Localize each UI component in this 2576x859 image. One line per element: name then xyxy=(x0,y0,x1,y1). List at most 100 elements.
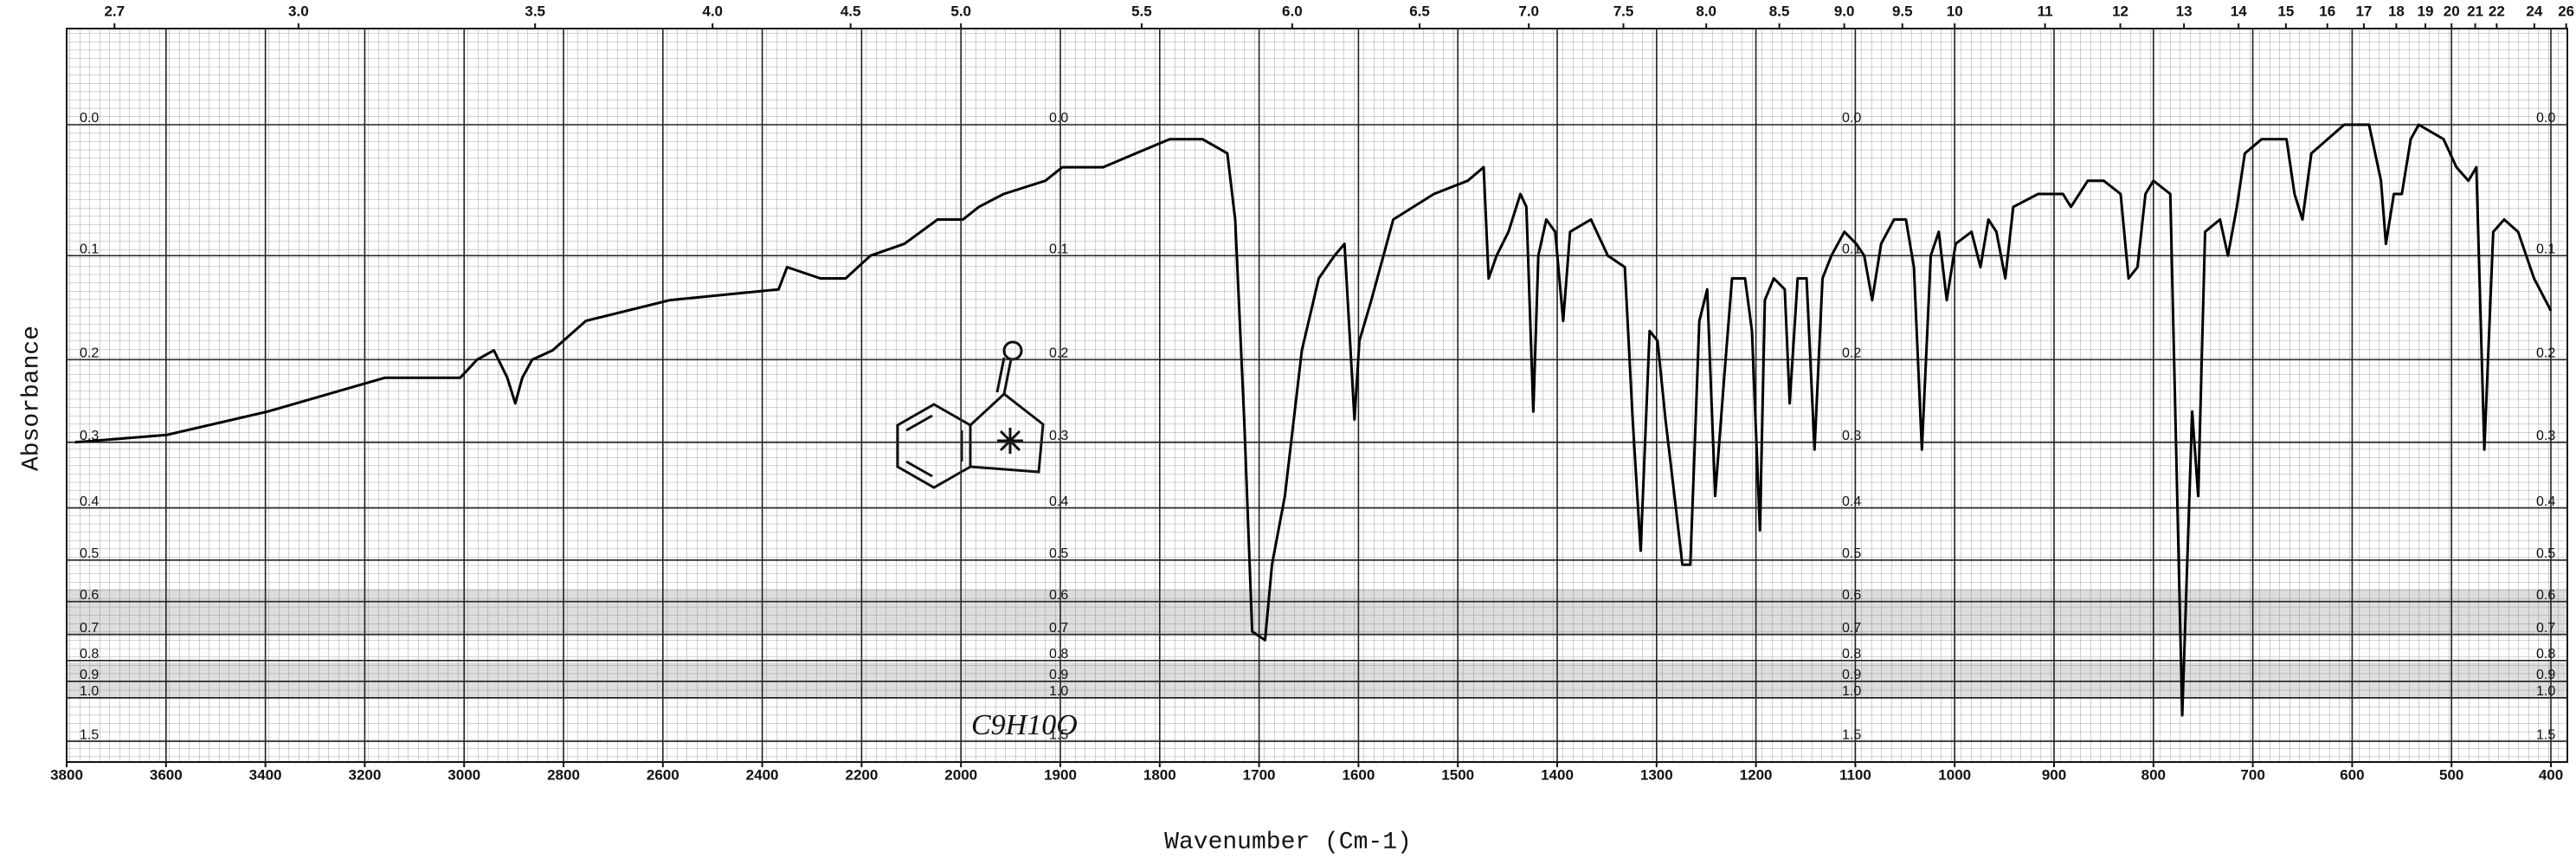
y-tick-label: 0.2 xyxy=(1842,346,1861,361)
x-tick-label: 600 xyxy=(2340,766,2364,783)
y-tick-label: 1.0 xyxy=(1842,684,1861,699)
x2-tick-label: 6.0 xyxy=(1282,3,1303,19)
x-tick-label: 1500 xyxy=(1441,766,1474,783)
y-tick-label: 1.0 xyxy=(1049,684,1068,699)
x2-tick-label: 15 xyxy=(2277,3,2294,19)
y-tick-label: 0.4 xyxy=(1049,494,1068,509)
x2-tick-label: 26 xyxy=(2558,3,2574,19)
y-tick-label: 0.8 xyxy=(2536,647,2555,662)
x2-tick-label: 7.0 xyxy=(1518,3,1539,19)
x-tick-label: 2200 xyxy=(845,766,878,783)
x-tick-label: 2400 xyxy=(746,766,779,783)
x-tick-label: 1600 xyxy=(1342,766,1375,783)
y-tick-label: 0.4 xyxy=(2536,494,2555,509)
x-tick-label: 1100 xyxy=(1839,766,1871,783)
y-tick-label: 0.9 xyxy=(2536,668,2555,682)
x-tick-label: 3000 xyxy=(448,766,480,783)
x2-tick-label: 5.0 xyxy=(950,3,971,19)
x-tick-label: 800 xyxy=(2141,766,2166,783)
x2-tick-label: 16 xyxy=(2319,3,2335,19)
y-tick-label: 0.2 xyxy=(1049,346,1068,361)
spectrum-line xyxy=(74,123,2553,717)
x-tick-label: 2000 xyxy=(944,766,977,783)
x-tick-label: 900 xyxy=(2042,766,2066,783)
x2-tick-label: 11 xyxy=(2038,3,2053,19)
x2-tick-label: 7.5 xyxy=(1613,3,1634,19)
x2-tick-label: 24 xyxy=(2526,3,2542,19)
x-tick-label: 1000 xyxy=(1938,766,1971,783)
y-tick-label: 0.6 xyxy=(2536,588,2555,603)
x2-tick-label: 14 xyxy=(2231,3,2247,19)
y-tick-label: 0.6 xyxy=(1049,588,1068,603)
paper-band xyxy=(67,662,2567,697)
x-tick-label: 3400 xyxy=(249,766,282,783)
y-tick-label: 0.2 xyxy=(2536,346,2555,361)
y-tick-label: 0.0 xyxy=(1842,111,1861,126)
y-tick-label: 0.5 xyxy=(1842,546,1861,561)
paper-band xyxy=(67,589,2567,636)
x2-tick-label: 17 xyxy=(2355,3,2372,19)
y-tick-label: 1.5 xyxy=(80,727,99,742)
y-tick-label: 0.6 xyxy=(1842,588,1861,603)
y-tick-label: 0.8 xyxy=(80,647,99,662)
y-tick-label: 0.7 xyxy=(80,621,99,636)
x-tick-label: 1700 xyxy=(1243,766,1276,783)
y-tick-label: 0.7 xyxy=(2536,621,2555,636)
y-tick-label: 0.5 xyxy=(80,546,99,561)
y-tick-label: 0.3 xyxy=(2536,429,2555,443)
y-tick-label: 0.5 xyxy=(2536,546,2555,561)
y-tick-label: 0.0 xyxy=(80,111,99,126)
x-tick-label: 1900 xyxy=(1044,766,1077,783)
y-tick-label: 1.0 xyxy=(2536,684,2555,699)
x-tick-label: 400 xyxy=(2539,766,2563,783)
y-tick-label: 0.6 xyxy=(80,588,99,603)
x2-tick-label: 20 xyxy=(2444,3,2460,19)
y-tick-label: 0.9 xyxy=(1049,668,1068,682)
y-tick-label: 0.8 xyxy=(1842,647,1861,662)
y-tick-label: 0.0 xyxy=(2536,111,2555,126)
y-tick-label: 0.9 xyxy=(1842,668,1861,682)
y-tick-label: 0.7 xyxy=(1842,621,1861,636)
x2-tick-label: 3.0 xyxy=(288,3,309,19)
x2-tick-label: 3.5 xyxy=(525,3,545,19)
x2-tick-label: 9.0 xyxy=(1834,3,1855,19)
x2-tick-label: 12 xyxy=(2112,3,2128,19)
x-tick-label: 1800 xyxy=(1143,766,1176,783)
y-tick-label: 0.1 xyxy=(1049,242,1068,256)
y-tick-label: 1.5 xyxy=(1049,727,1068,742)
y-tick-label: 0.4 xyxy=(1842,494,1861,509)
x-tick-label: 500 xyxy=(2439,766,2463,783)
y-tick-label: 1.0 xyxy=(80,684,99,699)
y-tick-label: 1.5 xyxy=(2536,727,2555,742)
x-tick-label: 1200 xyxy=(1740,766,1773,783)
y-axis-title: Absorbance xyxy=(18,326,45,471)
y-tick-label: 1.5 xyxy=(1842,727,1861,742)
x2-tick-label: 9.5 xyxy=(1892,3,1913,19)
y-tick-label: 0.8 xyxy=(1049,647,1068,662)
y-tick-label: 0.1 xyxy=(1842,242,1861,256)
y-tick-label: 0.9 xyxy=(80,668,99,682)
y-tick-label: 0.1 xyxy=(80,242,99,256)
x2-tick-label: 4.0 xyxy=(702,3,723,19)
y-tick-label: 0.5 xyxy=(1049,546,1068,561)
x-tick-label: 3800 xyxy=(50,766,83,783)
x2-tick-label: 10 xyxy=(1947,3,1963,19)
y-tick-label: 0.3 xyxy=(1842,429,1861,443)
y-tick-label: 0.0 xyxy=(1049,111,1068,126)
y-tick-label: 0.7 xyxy=(1049,621,1068,636)
x-tick-label: 700 xyxy=(2240,766,2264,783)
x2-tick-label: 21 xyxy=(2467,3,2483,19)
x2-tick-label: 6.5 xyxy=(1409,3,1430,19)
y-tick-label: 0.1 xyxy=(2536,242,2555,256)
x-axis-title: Wavenumber (Cm-1) xyxy=(1164,829,1412,856)
x2-tick-label: 5.5 xyxy=(1131,3,1152,19)
x-tick-label: 3200 xyxy=(348,766,381,783)
x-tick-label: 1400 xyxy=(1541,766,1574,783)
x2-tick-label: 8.0 xyxy=(1696,3,1716,19)
x2-tick-label: 2.7 xyxy=(104,3,125,19)
x2-tick-label: 4.5 xyxy=(840,3,861,19)
x2-tick-label: 18 xyxy=(2388,3,2405,19)
x-tick-label: 2800 xyxy=(547,766,580,783)
